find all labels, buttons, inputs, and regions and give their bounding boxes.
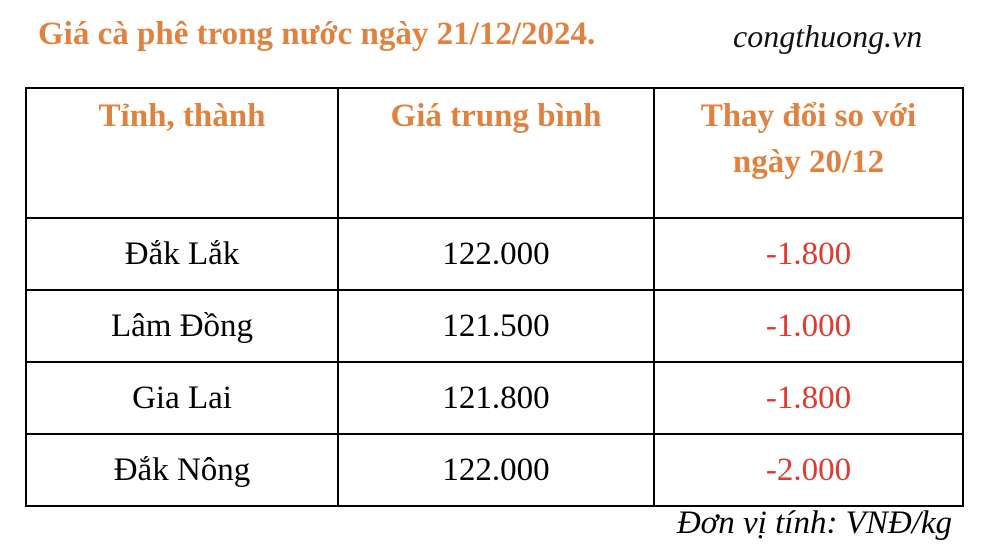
province-cell: Đắk Nông bbox=[25, 433, 339, 507]
page-title: Giá cà phê trong nước ngày 21/12/2024. bbox=[38, 16, 596, 52]
coffee-price-table: Tỉnh, thành Giá trung bình Thay đổi so v… bbox=[25, 87, 964, 507]
table-header-row: Tỉnh, thành Giá trung bình Thay đổi so v… bbox=[25, 87, 964, 219]
province-cell: Đắk Lắk bbox=[25, 217, 339, 291]
change-cell: -1.800 bbox=[653, 361, 964, 435]
province-cell: Lâm Đồng bbox=[25, 289, 339, 363]
header-province: Tỉnh, thành bbox=[25, 87, 339, 219]
change-cell: -1.000 bbox=[653, 289, 964, 363]
change-cell: -1.800 bbox=[653, 217, 964, 291]
header-price: Giá trung bình bbox=[337, 87, 655, 219]
price-cell: 121.800 bbox=[337, 361, 655, 435]
province-cell: Gia Lai bbox=[25, 361, 339, 435]
price-cell: 122.000 bbox=[337, 433, 655, 507]
header-change: Thay đổi so với ngày 20/12 bbox=[653, 87, 964, 219]
price-cell: 121.500 bbox=[337, 289, 655, 363]
table-row: Đắk Lắk 122.000 -1.800 bbox=[25, 217, 964, 291]
table-row: Lâm Đồng 121.500 -1.000 bbox=[25, 289, 964, 363]
table-row: Gia Lai 121.800 -1.800 bbox=[25, 361, 964, 435]
unit-note: Đơn vị tính: VNĐ/kg bbox=[676, 505, 952, 541]
change-cell: -2.000 bbox=[653, 433, 964, 507]
table-row: Đắk Nông 122.000 -2.000 bbox=[25, 433, 964, 507]
source-label: congthuong.vn bbox=[733, 18, 923, 54]
price-cell: 122.000 bbox=[337, 217, 655, 291]
